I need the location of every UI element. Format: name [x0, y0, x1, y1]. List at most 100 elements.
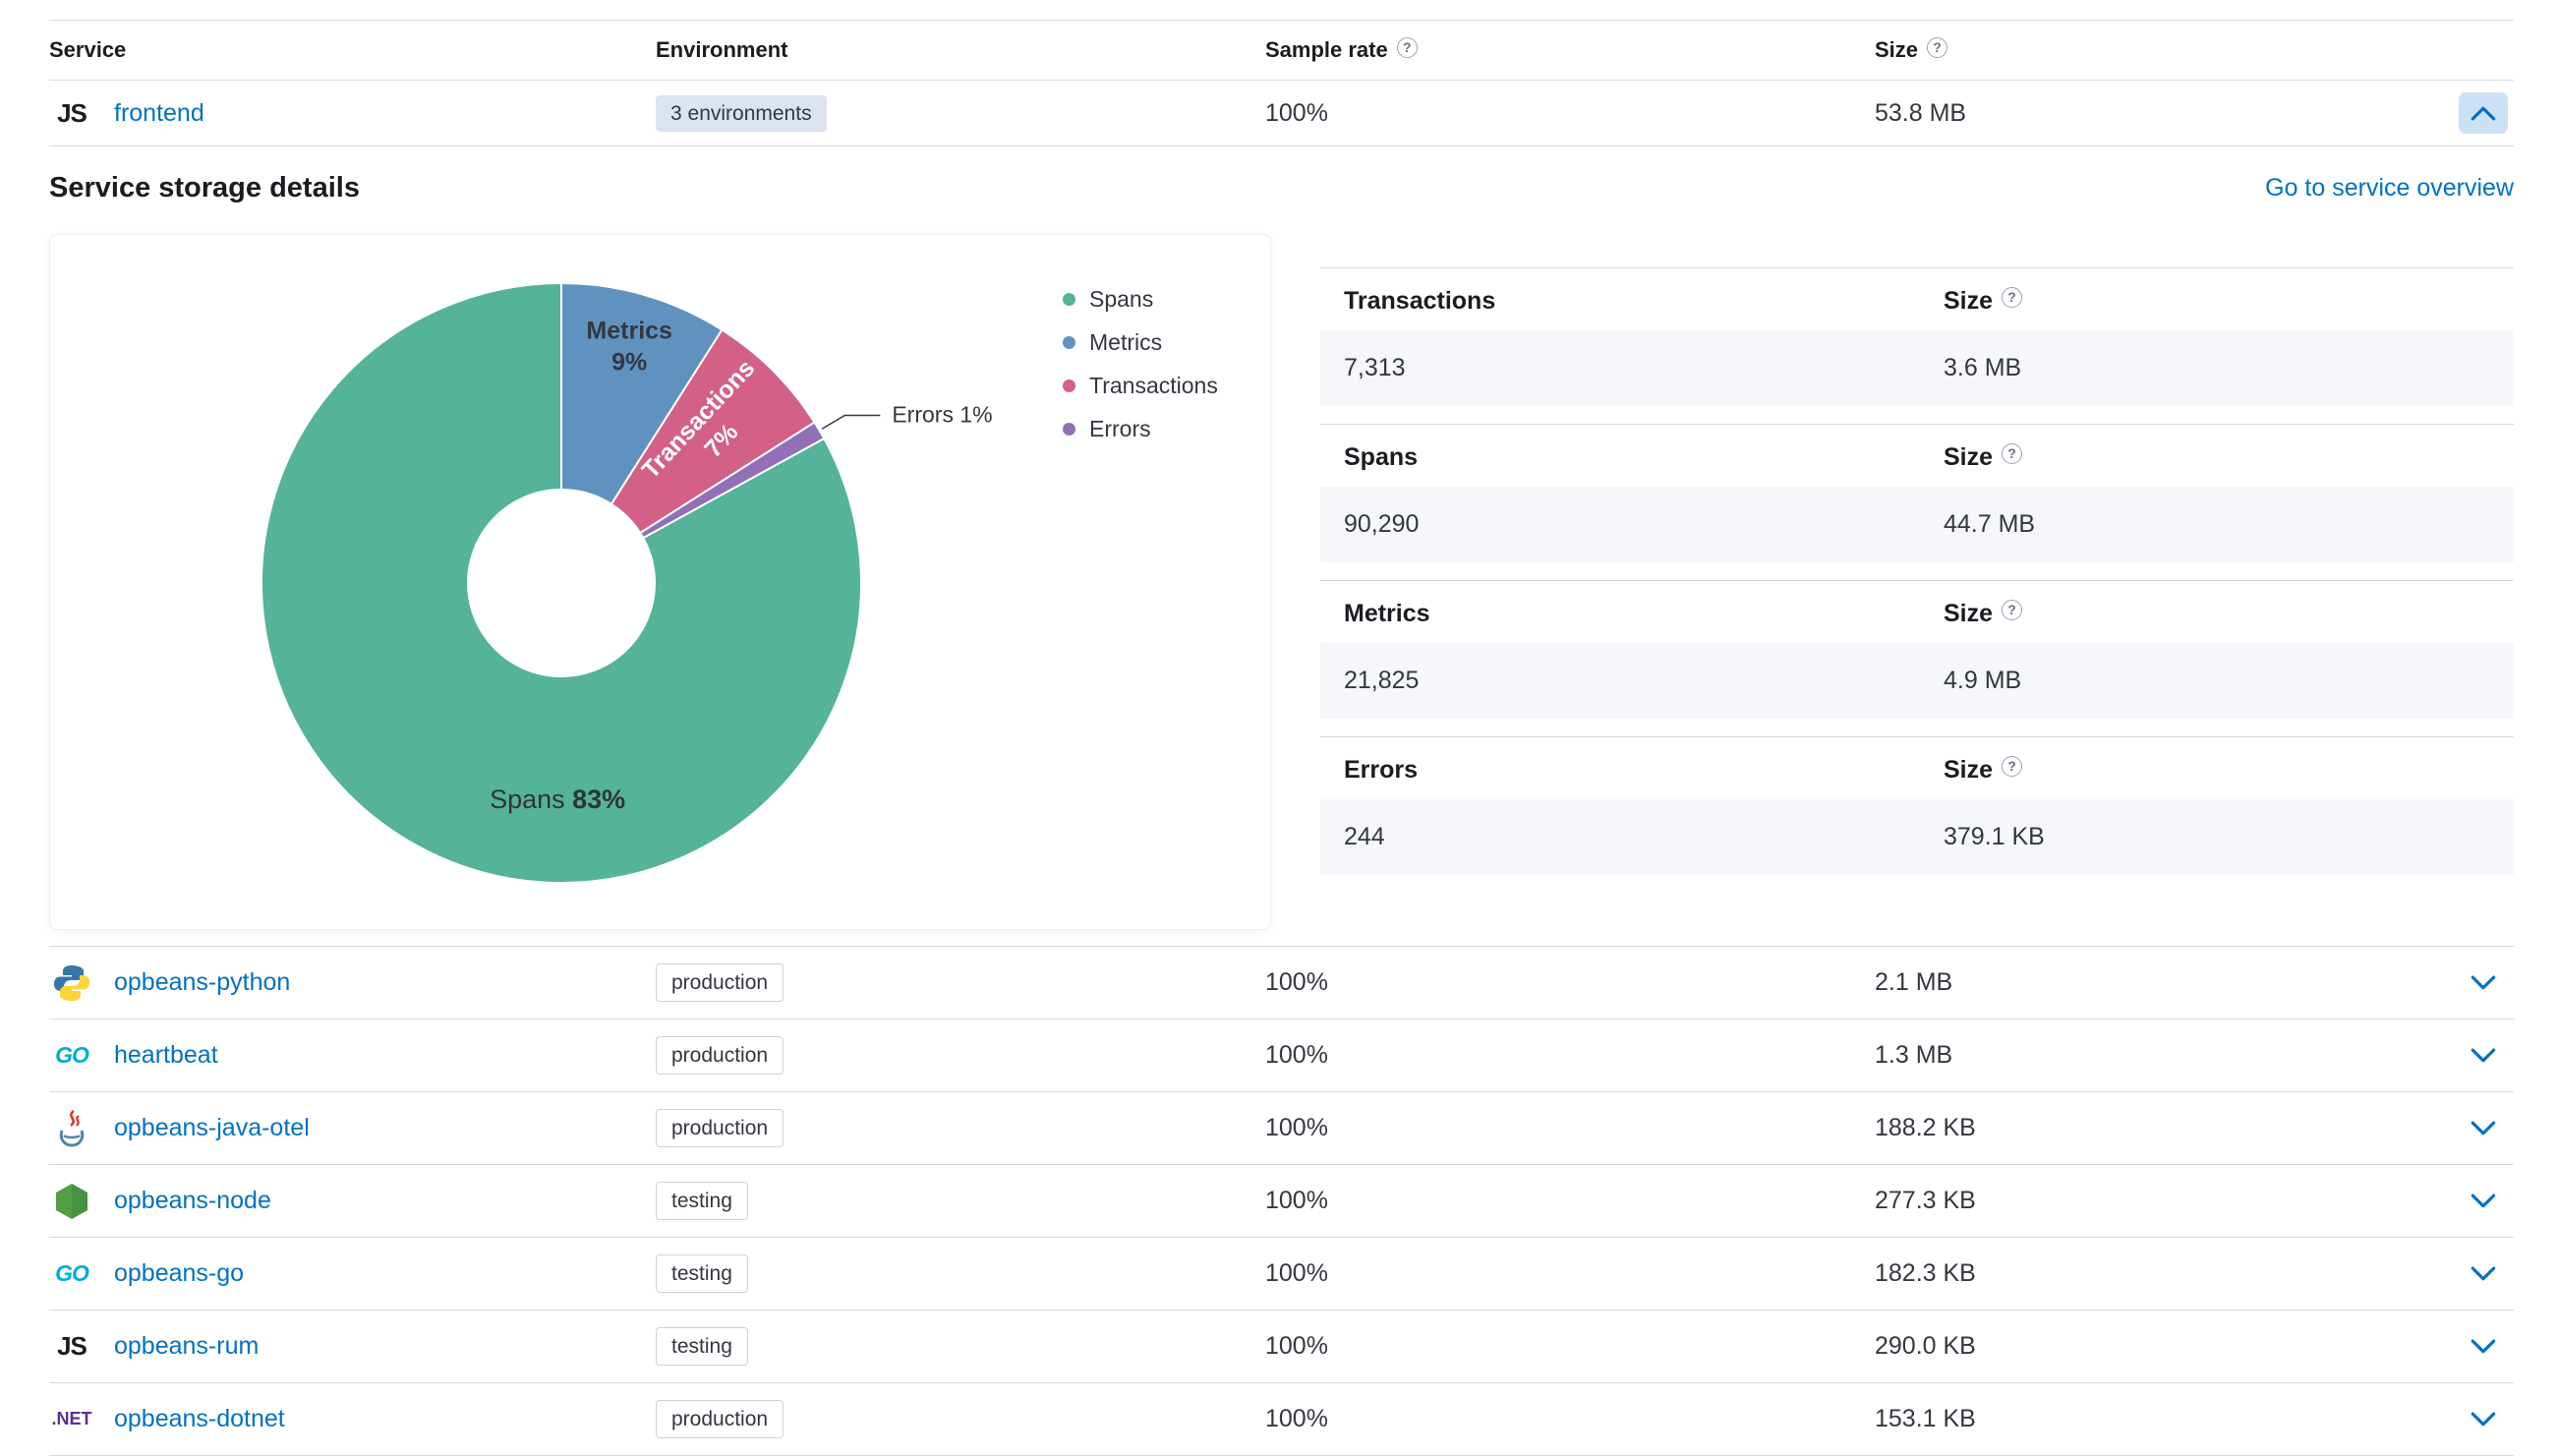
- legend-item-errors[interactable]: Errors: [1063, 416, 1218, 442]
- chevron-down-icon: [2470, 1412, 2496, 1426]
- chevron-down-icon: [2470, 1121, 2496, 1135]
- size-value: 182.3 KB: [1875, 1259, 1976, 1287]
- table-row-frontend: JS frontend 3 environments 100% 53.8 MB: [49, 81, 2514, 146]
- expand-row-button[interactable]: [2459, 1326, 2508, 1368]
- service-link[interactable]: opbeans-dotnet: [114, 1405, 285, 1432]
- stat-count: 244: [1344, 823, 1385, 850]
- stat-count: 21,825: [1344, 667, 1420, 694]
- legend-label: Metrics: [1089, 329, 1163, 355]
- chevron-down-icon: [2470, 1194, 2496, 1207]
- info-icon[interactable]: ?: [2002, 442, 2023, 464]
- stat-size: 3.6 MB: [1944, 354, 2022, 381]
- size-value: 153.1 KB: [1875, 1405, 1976, 1432]
- python-icon: [49, 963, 94, 1003]
- expand-row-button[interactable]: [2459, 1399, 2508, 1440]
- legend-item-spans[interactable]: Spans: [1063, 286, 1218, 313]
- service-link[interactable]: opbeans-rum: [114, 1332, 260, 1360]
- expand-row-button[interactable]: [2459, 1035, 2508, 1077]
- service-link[interactable]: opbeans-node: [114, 1187, 271, 1214]
- table-row: .NET opbeans-dotnet production 100% 153.…: [49, 1383, 2514, 1456]
- js-icon: JS: [49, 1331, 94, 1362]
- size-header-label: Size: [1944, 287, 1994, 315]
- table-row: opbeans-java-otel production 100% 188.2 …: [49, 1092, 2514, 1165]
- size-value: 2.1 MB: [1875, 968, 1953, 996]
- stat-size-header: Size?: [1944, 442, 2514, 472]
- column-header-sample-rate: Sample rate?: [1265, 36, 1875, 63]
- stat-size: 4.9 MB: [1944, 667, 2022, 694]
- table-row: JS opbeans-rum testing 100% 290.0 KB: [49, 1310, 2514, 1383]
- go-icon: GO: [49, 1042, 94, 1069]
- slice-label: Metrics: [586, 317, 672, 344]
- column-header-environment: Environment: [656, 37, 1265, 63]
- service-link[interactable]: opbeans-java-otel: [114, 1114, 310, 1141]
- environment-badge: testing: [656, 1327, 748, 1366]
- table-row: opbeans-python production 100% 2.1 MB: [49, 947, 2514, 1019]
- service-link[interactable]: frontend: [114, 98, 204, 127]
- column-label: Sample rate: [1265, 37, 1388, 62]
- sample-rate-value: 100%: [1265, 968, 1328, 996]
- info-icon[interactable]: ?: [2002, 755, 2023, 777]
- legend-dot: [1063, 423, 1075, 436]
- expand-row-button[interactable]: [2459, 962, 2508, 1004]
- stat-count: 90,290: [1344, 510, 1420, 538]
- legend-label: Spans: [1089, 286, 1154, 312]
- table-row: opbeans-node testing 100% 277.3 KB: [49, 1165, 2514, 1238]
- storage-stats-panel: Transactions Size? 7,313 3.6 MB Spans Si…: [1320, 267, 2514, 930]
- service-cell: JS frontend: [49, 98, 656, 129]
- chevron-down-icon: [2470, 1266, 2496, 1280]
- dotnet-icon: .NET: [49, 1409, 94, 1429]
- stat-size-header: Size?: [1944, 286, 2514, 316]
- table-row: GO opbeans-go testing 100% 182.3 KB: [49, 1238, 2514, 1310]
- service-link[interactable]: opbeans-python: [114, 968, 291, 996]
- storage-explorer-table: Service Environment Sample rate? Size? J…: [49, 20, 2514, 1456]
- slice-label: Errors 1%: [892, 402, 992, 428]
- java-icon: [49, 1109, 94, 1148]
- legend-item-metrics[interactable]: Metrics: [1063, 329, 1218, 356]
- stat-section-spans: Spans Size? 90,290 44.7 MB: [1320, 424, 2514, 562]
- legend-item-transactions[interactable]: Transactions: [1063, 373, 1218, 399]
- sample-rate-value: 100%: [1265, 1187, 1328, 1214]
- info-icon[interactable]: ?: [1927, 36, 1948, 58]
- table-row: GO heartbeat production 100% 1.3 MB: [49, 1019, 2514, 1092]
- python-icon-svg: [54, 964, 89, 1001]
- stat-size-header: Size?: [1944, 599, 2514, 628]
- js-icon: JS: [49, 98, 94, 129]
- js-icon-text: JS: [57, 1331, 87, 1361]
- collapse-row-button[interactable]: [2459, 92, 2508, 134]
- sample-rate-value: 100%: [1265, 1259, 1328, 1287]
- environment-badge: production: [656, 1400, 784, 1438]
- column-header-service: Service: [49, 37, 656, 63]
- environments-badge[interactable]: 3 environments: [656, 94, 827, 132]
- info-icon[interactable]: ?: [2002, 599, 2023, 620]
- service-storage-details-section: Service storage details Go to service ov…: [49, 172, 2514, 947]
- size-value: 290.0 KB: [1875, 1332, 1976, 1360]
- go-icon-text: GO: [55, 1042, 89, 1068]
- dotnet-icon-text: .NET: [51, 1409, 92, 1428]
- go-to-service-overview-link[interactable]: Go to service overview: [2265, 174, 2514, 202]
- sample-rate-value: 100%: [1265, 1114, 1328, 1141]
- pie-slice-spans[interactable]: [261, 281, 862, 884]
- chevron-down-icon: [2470, 1339, 2496, 1353]
- service-link[interactable]: opbeans-go: [114, 1259, 245, 1287]
- size-header-label: Size: [1944, 600, 1994, 627]
- column-label: Size: [1875, 37, 1919, 62]
- expand-row-button[interactable]: [2459, 1181, 2508, 1222]
- column-label: Environment: [656, 37, 788, 62]
- js-icon-text: JS: [57, 97, 87, 128]
- go-icon: GO: [49, 1260, 94, 1287]
- pie-slice-metrics[interactable]: [560, 281, 724, 506]
- info-icon[interactable]: ?: [2002, 286, 2023, 308]
- stat-label: Spans: [1344, 443, 1419, 471]
- table-header: Service Environment Sample rate? Size?: [49, 20, 2514, 81]
- expand-row-button[interactable]: [2459, 1108, 2508, 1149]
- service-link[interactable]: heartbeat: [114, 1041, 218, 1069]
- callout-line: [821, 414, 881, 430]
- size-header-label: Size: [1944, 756, 1994, 784]
- info-icon[interactable]: ?: [1396, 36, 1418, 58]
- size-header-label: Size: [1944, 443, 1994, 471]
- stat-label: Metrics: [1344, 600, 1430, 627]
- size-value: 53.8 MB: [1875, 98, 1967, 127]
- expand-row-button[interactable]: [2459, 1253, 2508, 1295]
- column-label: Service: [49, 37, 127, 62]
- stat-size: 44.7 MB: [1944, 510, 2036, 538]
